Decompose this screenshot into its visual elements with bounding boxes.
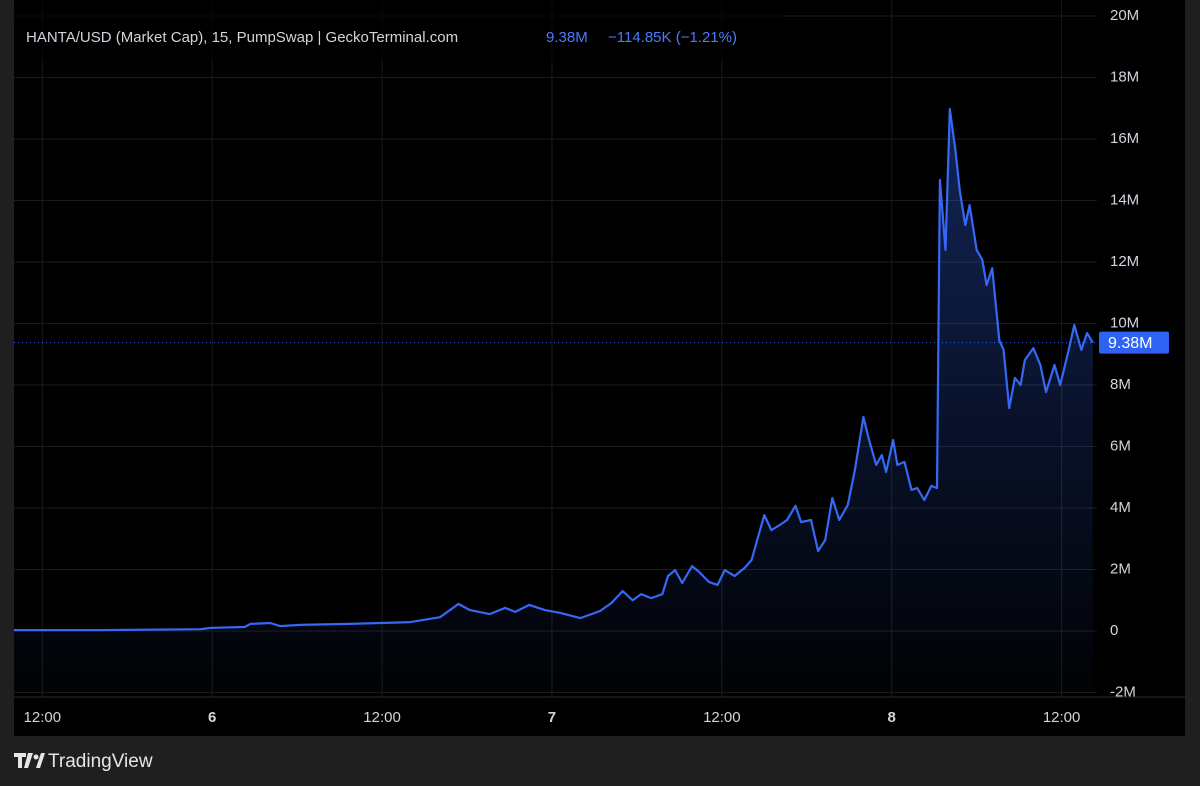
- y-tick-label: 14M: [1110, 191, 1139, 208]
- y-tick-label: 8M: [1110, 376, 1131, 393]
- y-tick-label: 10M: [1110, 314, 1139, 331]
- chart-title: HANTA/USD (Market Cap), 15, PumpSwap | G…: [26, 29, 458, 46]
- brand-name: TradingView: [48, 751, 153, 772]
- last-price-label: 9.38M: [1108, 335, 1152, 352]
- x-tick-label: 12:00: [363, 709, 401, 726]
- last-price-badge: [1099, 331, 1169, 354]
- y-tick-label: 18M: [1110, 68, 1139, 85]
- y-tick-label: 4M: [1110, 499, 1131, 516]
- plot-area: [14, 107, 1097, 693]
- y-tick-label: 0: [1110, 622, 1118, 639]
- y-tick-label: -2M: [1110, 683, 1136, 700]
- line: [14, 107, 1094, 632]
- brand-logo: [14, 753, 45, 768]
- last-price: 9.38M: [546, 29, 588, 46]
- area: [14, 108, 1093, 693]
- x-tick-label: 12:00: [703, 709, 741, 726]
- y-tick-label: 20M: [1110, 7, 1139, 24]
- x-tick-label: 12:00: [24, 709, 62, 726]
- axes: -2M 0 2M 4M 6M 8M 10M 12M 14M 16M 18M 20M 12:00 6 12:0…: [14, 7, 1185, 726]
- x-tick-label: 6: [208, 709, 216, 726]
- y-tick-label: 2M: [1110, 560, 1131, 577]
- y-tick-label: 12M: [1110, 253, 1139, 270]
- x-tick-label: 8: [888, 709, 896, 726]
- x-tick-label: 7: [548, 709, 556, 726]
- y-tick-label: 16M: [1110, 130, 1139, 147]
- x-tick-label: 12:00: [1043, 709, 1081, 726]
- header-backdrop: [14, 0, 784, 62]
- y-tick-label: 6M: [1110, 437, 1131, 454]
- price-change: −114.85K (−1.21%): [608, 29, 737, 46]
